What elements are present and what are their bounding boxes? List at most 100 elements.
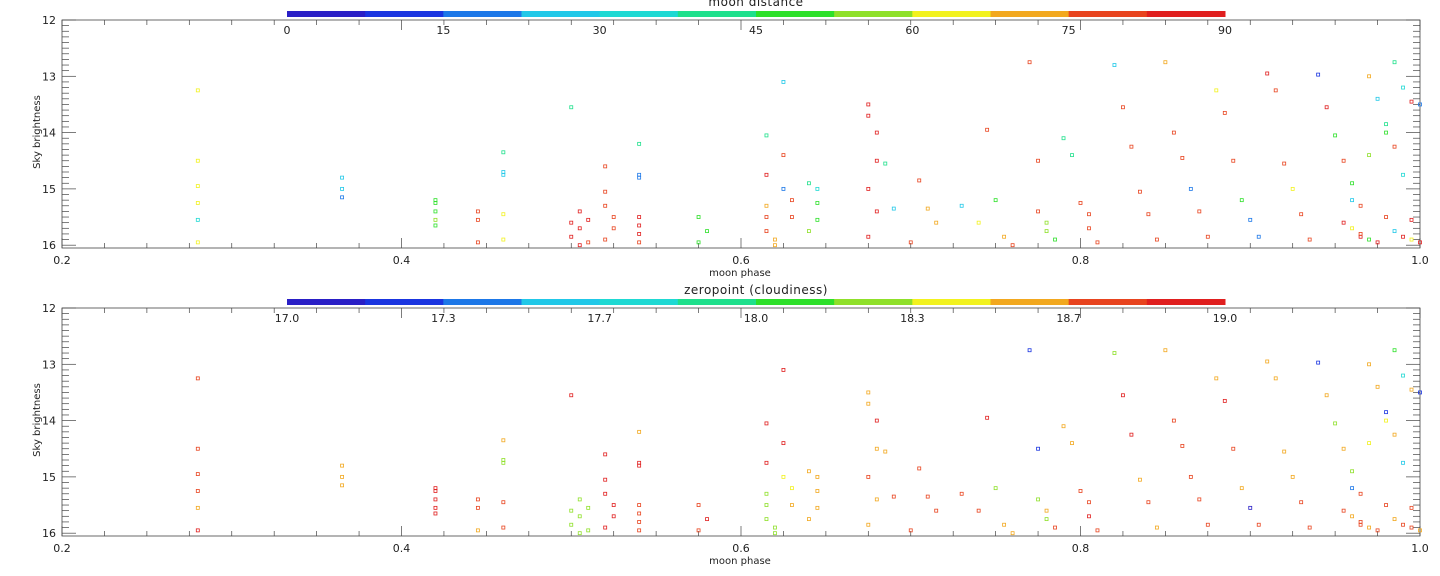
data-point	[1401, 234, 1405, 239]
colorbar-tick-label: 60	[905, 24, 919, 37]
data-point	[611, 215, 616, 219]
data-point	[705, 229, 709, 234]
data-point	[501, 525, 506, 530]
data-point	[637, 175, 642, 180]
y-tick-label: 14	[42, 415, 56, 428]
data-point	[1222, 110, 1227, 115]
colorbar-tick-label: 19.0	[1213, 312, 1238, 325]
data-point	[1087, 212, 1091, 217]
data-point	[501, 237, 506, 242]
data-point	[569, 393, 574, 398]
data-point	[1214, 88, 1219, 93]
data-point	[475, 505, 480, 510]
colorbar-tick-label: 75	[1062, 24, 1076, 37]
colorbar-segment	[1068, 299, 1148, 305]
data-point	[1078, 201, 1083, 205]
data-point	[1010, 243, 1015, 248]
data-point	[1375, 96, 1380, 101]
data-point	[1256, 522, 1261, 527]
data-point	[696, 503, 701, 507]
data-point	[340, 483, 344, 488]
x-tick-label: 0.6	[732, 254, 750, 267]
data-point	[985, 127, 990, 132]
data-point	[433, 217, 438, 222]
data-point	[577, 531, 582, 536]
data-point	[1061, 424, 1066, 429]
y-tick-label: 15	[42, 471, 56, 484]
x-axis-label: moon phase	[709, 556, 771, 567]
data-point	[1409, 217, 1414, 222]
data-point	[340, 195, 344, 200]
data-point	[569, 105, 574, 110]
data-point	[866, 474, 871, 479]
data-point	[1180, 444, 1185, 448]
y-tick-label: 13	[42, 70, 56, 83]
data-point	[891, 494, 896, 499]
colorbar-segment	[443, 11, 522, 17]
data-point	[1078, 489, 1083, 493]
data-point	[764, 503, 769, 507]
data-point	[1367, 441, 1371, 446]
data-point	[705, 517, 709, 522]
data-point	[1171, 418, 1176, 423]
colorbar-segment	[990, 299, 1070, 305]
data-point	[976, 220, 981, 225]
data-point	[1409, 237, 1414, 242]
data-point	[1392, 517, 1397, 522]
data-point	[866, 102, 871, 107]
x-tick-label: 0.8	[1072, 542, 1090, 555]
colorbar-segment	[287, 299, 366, 305]
data-point	[1146, 500, 1151, 505]
data-point	[1384, 130, 1388, 135]
data-point	[1324, 393, 1329, 398]
data-point	[908, 240, 913, 245]
data-point	[1418, 528, 1422, 533]
data-point	[764, 133, 769, 138]
data-point	[874, 497, 879, 502]
data-point	[1171, 130, 1176, 135]
colorbar-segment	[1146, 11, 1226, 17]
data-point	[1036, 209, 1040, 214]
data-point	[1163, 60, 1168, 65]
data-point	[934, 508, 939, 513]
data-point	[866, 401, 871, 406]
x-tick-label: 0.2	[53, 254, 71, 267]
data-point	[1384, 215, 1388, 219]
data-point	[1053, 525, 1057, 530]
data-point	[1248, 217, 1253, 222]
colorbar-tick-label: 17.3	[431, 312, 456, 325]
y-tick-label: 13	[42, 358, 56, 371]
data-point	[959, 203, 964, 208]
data-point	[815, 186, 820, 191]
data-point	[696, 215, 701, 219]
data-point	[1290, 186, 1295, 191]
data-point	[1358, 520, 1363, 524]
data-point	[603, 237, 608, 242]
data-point	[603, 525, 608, 530]
zeropoint-points	[195, 348, 1422, 536]
x-tick-label: 0.8	[1072, 254, 1090, 267]
data-point	[781, 186, 786, 191]
data-point	[1350, 469, 1354, 474]
data-point	[1180, 156, 1185, 160]
data-point	[433, 209, 438, 214]
data-point	[1027, 60, 1032, 65]
colorbar-segment	[521, 299, 601, 305]
data-point	[501, 172, 506, 177]
data-point	[1401, 172, 1405, 177]
data-point	[1375, 240, 1380, 245]
colorbar-segment	[912, 299, 991, 305]
data-point	[1214, 376, 1219, 381]
data-point	[603, 164, 608, 169]
data-point	[1044, 220, 1049, 225]
data-point	[586, 217, 591, 222]
y-tick-label: 14	[42, 127, 56, 140]
data-point	[1282, 161, 1287, 166]
data-point	[1324, 105, 1329, 110]
plot-frame	[61, 307, 1421, 537]
y-tick-label: 16	[42, 527, 56, 540]
colorbar-title-moon-distance: moon distance	[708, 0, 803, 9]
data-point	[807, 517, 811, 522]
data-point	[1231, 446, 1236, 451]
